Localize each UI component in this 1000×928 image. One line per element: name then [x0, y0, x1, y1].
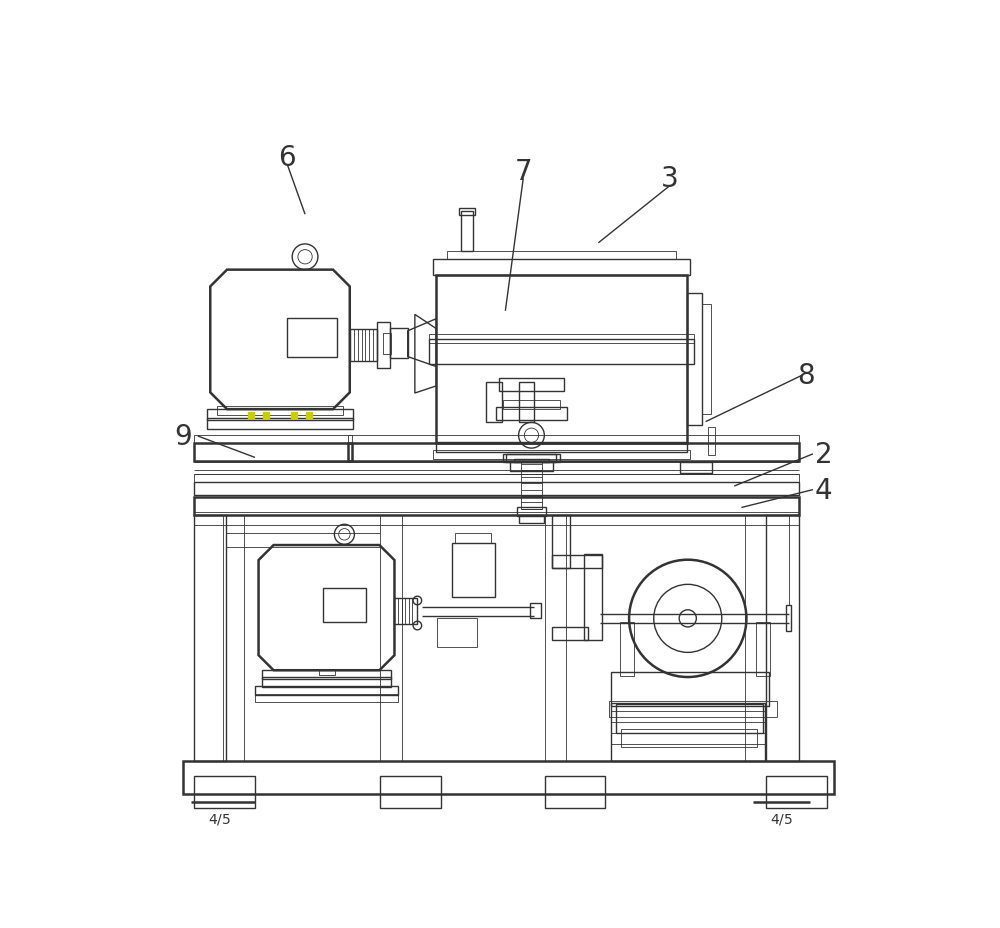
- Bar: [609, 702, 777, 717]
- Bar: [194, 497, 799, 515]
- Bar: [611, 672, 769, 706]
- Bar: [429, 335, 694, 343]
- Bar: [452, 544, 495, 598]
- Bar: [766, 515, 799, 762]
- Bar: [459, 209, 475, 215]
- Bar: [620, 623, 634, 676]
- Bar: [194, 776, 255, 808]
- Bar: [519, 515, 544, 523]
- Bar: [436, 276, 687, 444]
- Bar: [223, 515, 244, 762]
- Bar: [766, 776, 827, 808]
- Bar: [287, 318, 337, 358]
- Bar: [756, 623, 770, 676]
- Text: 8: 8: [797, 362, 815, 390]
- Bar: [262, 671, 391, 679]
- Bar: [436, 443, 687, 452]
- Bar: [521, 463, 542, 509]
- Bar: [447, 251, 676, 260]
- Bar: [455, 533, 491, 544]
- Bar: [348, 435, 799, 444]
- Bar: [519, 383, 534, 422]
- Bar: [207, 409, 353, 420]
- Text: $\mathit{4/5}$: $\mathit{4/5}$: [208, 811, 231, 826]
- Bar: [552, 556, 602, 569]
- Bar: [702, 304, 711, 415]
- Text: 9: 9: [175, 422, 192, 450]
- Bar: [708, 427, 715, 456]
- Bar: [506, 455, 556, 463]
- Bar: [503, 401, 560, 409]
- Bar: [262, 677, 391, 688]
- Bar: [510, 461, 553, 471]
- Bar: [433, 260, 690, 276]
- Bar: [255, 686, 398, 695]
- Text: 2: 2: [815, 441, 832, 469]
- Bar: [517, 508, 546, 517]
- Bar: [350, 330, 377, 361]
- Bar: [377, 323, 390, 368]
- Bar: [390, 329, 408, 358]
- Bar: [194, 435, 352, 444]
- Bar: [461, 213, 473, 251]
- Bar: [496, 407, 567, 420]
- Text: 6: 6: [278, 144, 296, 172]
- Bar: [530, 603, 541, 619]
- Bar: [680, 463, 712, 473]
- Bar: [194, 474, 799, 483]
- Bar: [194, 444, 352, 461]
- Bar: [319, 671, 335, 675]
- Bar: [552, 627, 588, 640]
- Bar: [217, 406, 343, 416]
- Bar: [545, 515, 566, 762]
- Text: 4: 4: [815, 476, 832, 504]
- Bar: [323, 588, 366, 623]
- Bar: [194, 515, 226, 762]
- Bar: [437, 619, 477, 648]
- Text: 7: 7: [514, 158, 532, 187]
- Bar: [380, 515, 402, 762]
- Bar: [503, 455, 560, 463]
- Bar: [687, 293, 702, 426]
- Bar: [194, 513, 799, 526]
- Text: 3: 3: [661, 165, 679, 193]
- Bar: [433, 451, 690, 459]
- Text: $\mathit{4/5}$: $\mathit{4/5}$: [770, 811, 793, 826]
- Bar: [194, 483, 799, 496]
- Bar: [383, 333, 391, 355]
- Bar: [207, 419, 353, 430]
- Bar: [429, 340, 694, 365]
- Bar: [514, 459, 549, 463]
- Bar: [745, 515, 766, 762]
- Bar: [611, 703, 765, 762]
- Bar: [380, 776, 441, 808]
- Bar: [499, 379, 564, 392]
- Bar: [394, 599, 417, 625]
- Bar: [621, 729, 757, 747]
- Bar: [255, 694, 398, 702]
- Bar: [486, 383, 502, 422]
- Bar: [552, 515, 570, 569]
- Bar: [545, 776, 605, 808]
- Bar: [348, 444, 799, 461]
- Bar: [786, 606, 791, 632]
- Bar: [584, 554, 602, 640]
- Bar: [183, 762, 834, 793]
- Bar: [616, 704, 763, 733]
